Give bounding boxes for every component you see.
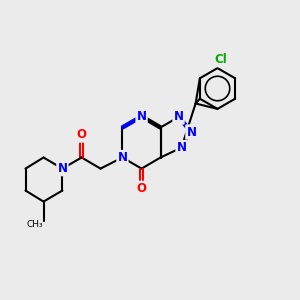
Text: O: O <box>76 128 87 142</box>
Text: Cl: Cl <box>214 53 227 66</box>
Text: N: N <box>186 125 197 139</box>
Text: N: N <box>117 151 128 164</box>
Text: N: N <box>176 141 187 154</box>
Text: O: O <box>136 182 147 195</box>
Text: N: N <box>173 110 184 124</box>
Text: N: N <box>57 162 68 175</box>
Text: CH₃: CH₃ <box>27 220 44 229</box>
Text: N: N <box>136 110 147 123</box>
